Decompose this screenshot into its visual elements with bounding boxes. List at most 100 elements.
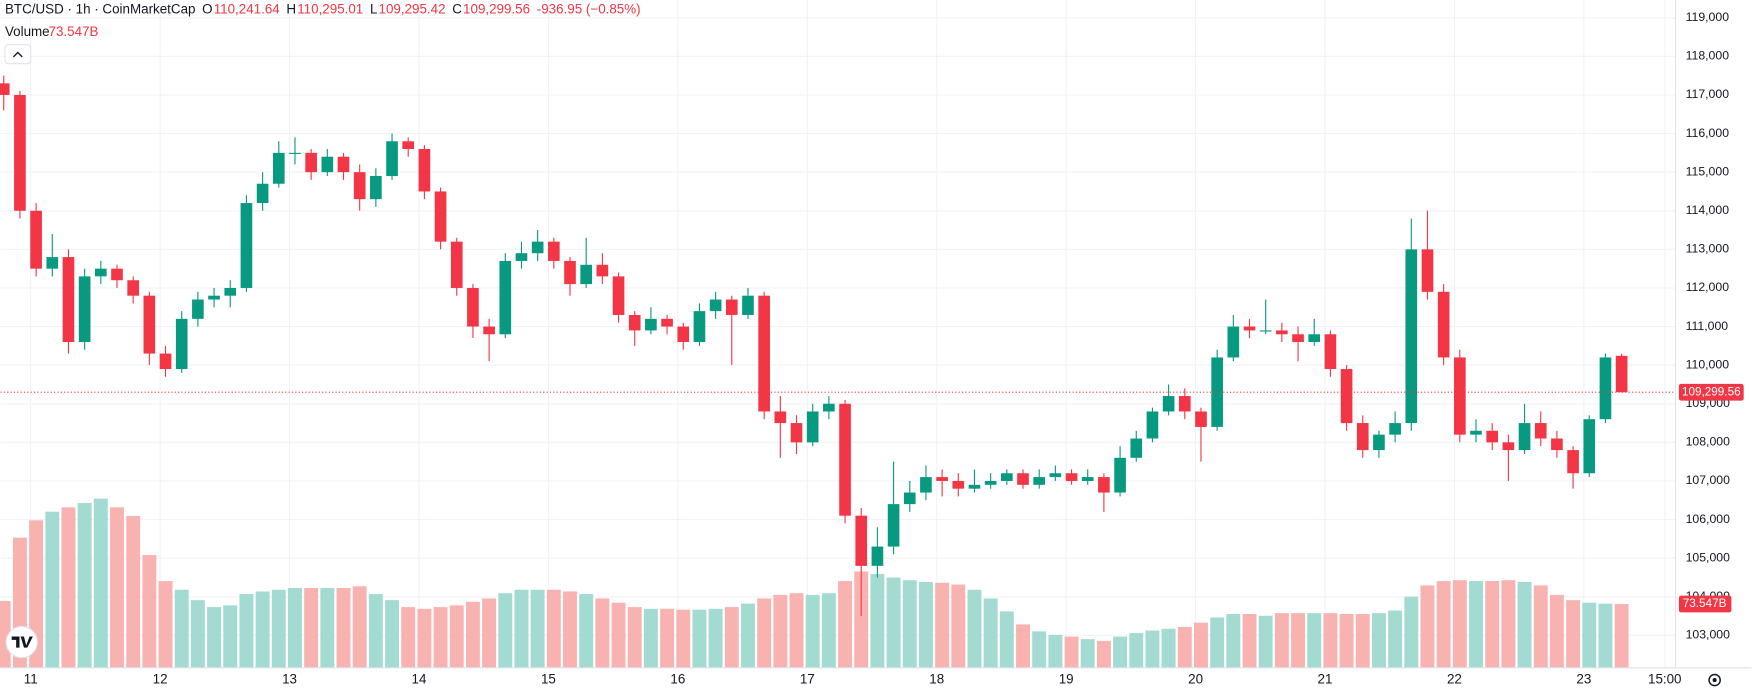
volume-bar <box>1307 613 1322 668</box>
collapse-button[interactable] <box>4 44 32 65</box>
volume-bar <box>530 589 545 668</box>
volume-bar <box>951 584 966 668</box>
candle-body <box>515 253 528 261</box>
volume-bar <box>449 605 464 668</box>
volume-bar <box>190 600 205 668</box>
volume-bar <box>886 577 901 668</box>
volume-bar <box>61 507 76 668</box>
candle-body <box>709 299 722 312</box>
x-tick-label: 11 <box>24 672 38 687</box>
volume-bar <box>660 608 675 668</box>
candle-body <box>1001 473 1013 481</box>
candle-body <box>871 546 884 566</box>
candle-body <box>30 210 42 269</box>
x-tick-label: 23 <box>1576 672 1591 687</box>
ohlc-key: O <box>202 2 212 17</box>
ohlc-key: H <box>286 2 296 17</box>
volume-bar <box>417 608 432 668</box>
volume-bar <box>789 593 804 668</box>
candle-body <box>1551 438 1563 451</box>
candle-body <box>887 504 900 547</box>
candle-body <box>725 299 738 315</box>
candle-body <box>418 148 431 192</box>
volume-legend-value: 73.547B <box>49 24 99 39</box>
candle-body <box>289 152 301 154</box>
volume-bar <box>93 498 108 668</box>
candle-body <box>1534 423 1547 439</box>
settings-icon[interactable] <box>1708 673 1721 687</box>
y-tick-label: 111,000 <box>1686 319 1729 333</box>
candle-body <box>46 257 59 269</box>
candle-body <box>1195 411 1207 427</box>
candle-body <box>370 176 382 200</box>
candle-body <box>240 203 253 288</box>
volume-bar <box>1274 613 1289 668</box>
y-tick-label: 112,000 <box>1686 280 1730 294</box>
volume-bar <box>1016 624 1030 668</box>
candle-body <box>1098 477 1110 493</box>
candle-body <box>1486 430 1499 443</box>
volume-bar <box>1080 639 1095 668</box>
volume-bar <box>1452 580 1467 668</box>
candle-body <box>175 318 188 370</box>
candle-body <box>1276 330 1288 335</box>
volume-bar <box>498 593 513 668</box>
logo <box>5 625 38 659</box>
volume-bar <box>1161 628 1176 668</box>
candle-body <box>903 492 916 505</box>
candle-body <box>256 183 269 204</box>
candle-body <box>774 411 787 424</box>
candle-body <box>1356 423 1369 451</box>
volume-bar <box>465 601 480 668</box>
ohlc-key: L <box>370 2 377 17</box>
candle-body <box>1615 355 1628 393</box>
volume-bar <box>1339 614 1354 668</box>
volume-bar <box>1064 636 1079 668</box>
candle-body <box>94 268 107 277</box>
y-tick-label: 110,000 <box>1686 357 1730 371</box>
volume-bar <box>627 607 642 668</box>
candle-body <box>499 260 512 335</box>
volume-bar <box>724 607 739 668</box>
candle-body <box>14 94 26 211</box>
x-tick-label: 20 <box>1188 672 1203 687</box>
y-tick-label: 117,000 <box>1686 87 1730 101</box>
candle-body <box>612 276 625 315</box>
collapse-icon <box>12 51 23 58</box>
volume-bar <box>1598 603 1613 668</box>
candle-body <box>62 257 75 342</box>
volume-bar <box>935 582 950 668</box>
x-tick-label: 15 <box>541 672 556 687</box>
volume-bar <box>0 601 11 668</box>
volume-bar <box>255 591 270 668</box>
candle-body <box>402 141 415 149</box>
change: -936.95 (−0.85%) <box>537 2 641 17</box>
candle-body <box>693 311 706 342</box>
ohlc-value: 109,295.42 <box>379 2 446 17</box>
volume-bar <box>1355 614 1370 668</box>
x-tick-label: 18 <box>929 672 944 687</box>
x-tick-label: 13 <box>282 672 297 687</box>
candle-body <box>661 318 673 327</box>
volume-legend-name: Volume <box>5 24 50 39</box>
y-tick-label: 119,000 <box>1686 10 1730 24</box>
candle-body <box>272 152 285 184</box>
candle-body <box>628 314 641 331</box>
candle-body <box>1146 411 1159 439</box>
volume-bars <box>0 498 1629 668</box>
candle-body <box>596 264 609 277</box>
y-tick-label: 108,000 <box>1686 435 1731 449</box>
candle-body <box>936 477 948 481</box>
volume-bar <box>854 571 869 668</box>
volume-bar <box>271 589 286 668</box>
y-tick-label: 114,000 <box>1686 203 1730 217</box>
volume-bar <box>773 594 788 668</box>
volume-bar <box>1032 631 1047 668</box>
last-price-label: 109,299.56 <box>1682 385 1741 398</box>
candle-body <box>823 403 835 412</box>
volume-bar <box>741 603 755 668</box>
candle-body <box>1162 396 1175 412</box>
candle-body <box>1227 326 1240 358</box>
candle-body <box>984 480 997 485</box>
